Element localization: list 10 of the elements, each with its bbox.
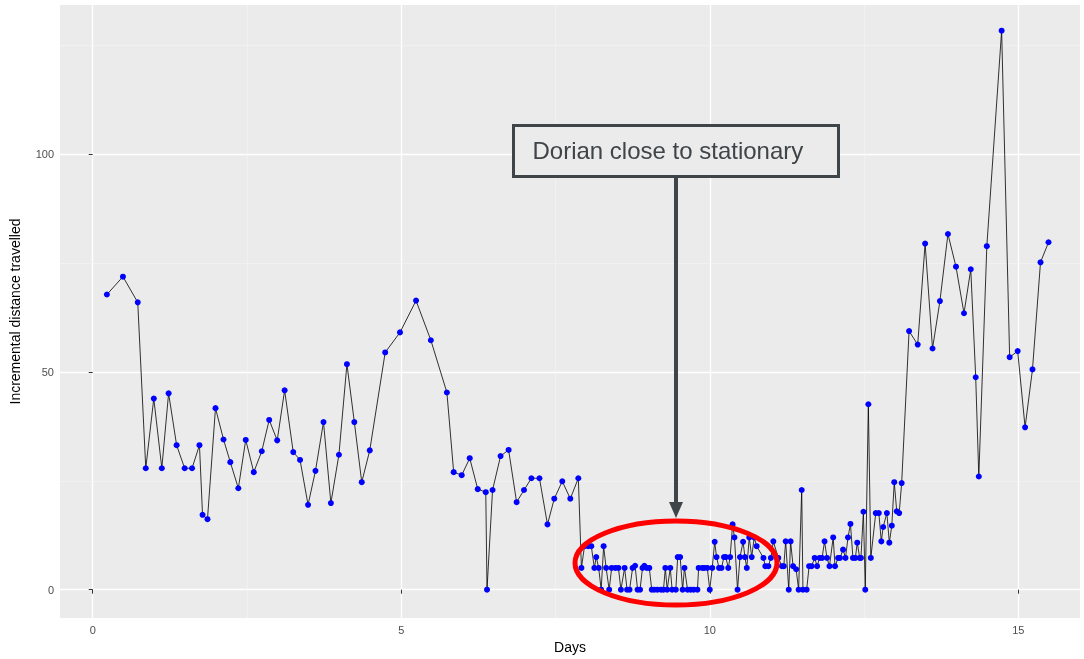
x-tick-label: 10 — [703, 623, 716, 636]
x-tick-label: 5 — [398, 623, 405, 636]
y-tick-label: 50 — [41, 366, 54, 379]
y-axis-title: Incremental distance travelled — [7, 218, 23, 405]
x-tick-label: 0 — [89, 623, 96, 636]
y-tick-label: 0 — [47, 583, 54, 596]
x-axis-title: Days — [554, 639, 586, 655]
y-tick-label: 100 — [35, 148, 54, 161]
annotation: Dorian close to stationary — [511, 124, 841, 178]
x-tick-label: 15 — [1012, 623, 1025, 636]
